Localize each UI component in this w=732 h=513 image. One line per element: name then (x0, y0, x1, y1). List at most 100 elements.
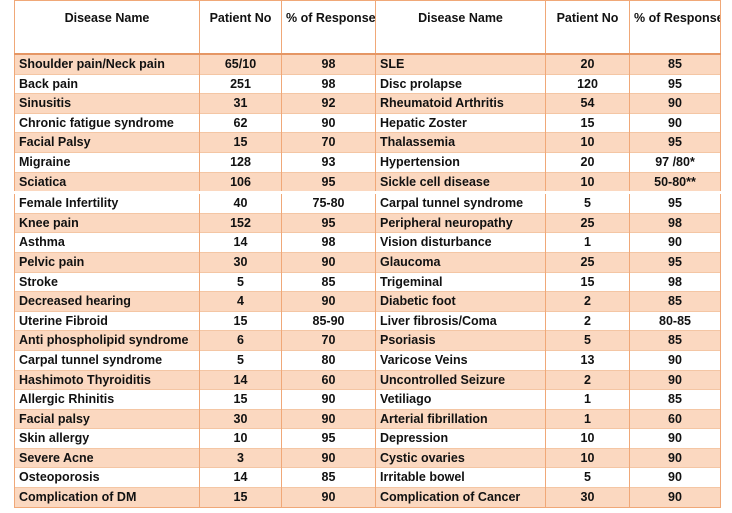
table-row: Anti phospholipid syndrome 6 70 Psoriasis 5 8… (14, 330, 721, 351)
response-right-cell: 60 (629, 408, 721, 429)
patient-no-right-cell: 15 (545, 112, 630, 133)
response-right-cell: 90 (629, 467, 721, 488)
patient-no-left-cell: 15 (199, 389, 282, 410)
disease-name-right-cell: Sickle cell disease (375, 171, 546, 193)
disease-name-left-cell: Shoulder pain/Neck pain (14, 52, 200, 75)
response-right-cell: 98 (629, 271, 721, 292)
patient-no-left-cell: 40 (199, 191, 282, 214)
response-left-cell: 98 (281, 73, 376, 94)
disease-name-right-cell: Carpal tunnel syndrome (375, 191, 546, 214)
patient-no-left-cell: 5 (199, 271, 282, 292)
disease-name-right-cell: Disc prolapse (375, 73, 546, 94)
patient-no-left-cell: 14 (199, 232, 282, 253)
patient-no-right-cell: 54 (545, 93, 630, 114)
response-right-cell: 85 (629, 330, 721, 351)
disease-name-right-cell: Uncontrolled Seizure (375, 369, 546, 390)
response-right-cell: 85 (629, 52, 721, 75)
disease-name-left-cell: Migraine (14, 151, 200, 173)
disease-name-left-cell: Asthma (14, 232, 200, 253)
table-row: Sinusitis 31 92 Rheumatoid Arthritis 54 90 (14, 93, 721, 114)
response-left-cell: 60 (281, 369, 376, 390)
disease-name-right-cell: Trigeminal (375, 271, 546, 292)
header-patient-no-right: Patient No (545, 0, 630, 55)
table-row: Hashimoto Thyroiditis 14 60 Uncontrolled Se… (14, 369, 721, 390)
disease-name-left-cell: Female Infertility (14, 191, 200, 214)
disease-name-left-cell: Anti phospholipid syndrome (14, 330, 200, 351)
patient-no-left-cell: 30 (199, 408, 282, 429)
response-table-container: Disease Name Patient No % of Response Di… (14, 0, 721, 511)
patient-no-right-cell: 2 (545, 310, 630, 331)
response-right-cell: 50-80** (629, 171, 721, 193)
disease-name-left-cell: Stroke (14, 271, 200, 292)
patient-no-left-cell: 4 (199, 291, 282, 312)
table-row: Chronic fatigue syndrome 62 90 Hepatic Zost… (14, 112, 721, 133)
disease-name-right-cell: Irritable bowel (375, 467, 546, 488)
response-left-cell: 90 (281, 389, 376, 410)
response-right-cell: 80-85 (629, 310, 721, 331)
table-row: Female Infertility 40 75-80 Carpal tunnel s… (14, 191, 721, 214)
patient-no-left-cell: 128 (199, 151, 282, 173)
patient-no-left-cell: 251 (199, 73, 282, 94)
header-patient-no-left: Patient No (199, 0, 282, 55)
disease-name-left-cell: Knee pain (14, 212, 200, 233)
disease-name-right-cell: Rheumatoid Arthritis (375, 93, 546, 114)
table-row: Back pain 251 98 Disc prolapse 120 95 (14, 73, 721, 94)
response-left-cell: 80 (281, 349, 376, 370)
patient-no-right-cell: 20 (545, 151, 630, 173)
patient-no-left-cell: 3 (199, 447, 282, 468)
disease-name-right-cell: Depression (375, 428, 546, 449)
response-right-cell: 90 (629, 349, 721, 370)
response-left-cell: 90 (281, 487, 376, 508)
response-right-cell: 90 (629, 428, 721, 449)
table-row: Facial Palsy 15 70 Thalassemia 10 95 (14, 132, 721, 153)
response-left-cell: 75-80 (281, 191, 376, 214)
table-row: Migraine 128 93 Hypertension 20 97 /80* (14, 151, 721, 173)
response-right-cell: 97 /80* (629, 151, 721, 173)
patient-no-right-cell: 2 (545, 369, 630, 390)
disease-name-right-cell: Diabetic foot (375, 291, 546, 312)
response-right-cell: 95 (629, 251, 721, 273)
response-left-cell: 98 (281, 232, 376, 253)
response-right-cell: 95 (629, 191, 721, 214)
patient-no-right-cell: 1 (545, 408, 630, 429)
table-row: Decreased hearing 4 90 Diabetic foot 2 85 (14, 291, 721, 312)
response-right-cell: 90 (629, 93, 721, 114)
patient-no-left-cell: 5 (199, 349, 282, 370)
table-row: Shoulder pain/Neck pain 65/10 98 SLE 20 85 (14, 52, 721, 75)
response-table: Disease Name Patient No % of Response Di… (14, 0, 721, 508)
response-left-cell: 70 (281, 132, 376, 153)
disease-name-right-cell: Vision disturbance (375, 232, 546, 253)
disease-name-left-cell: Hashimoto Thyroiditis (14, 369, 200, 390)
disease-name-left-cell: Uterine Fibroid (14, 310, 200, 331)
disease-name-left-cell: Carpal tunnel syndrome (14, 349, 200, 370)
patient-no-left-cell: 15 (199, 310, 282, 331)
patient-no-left-cell: 6 (199, 330, 282, 351)
disease-name-right-cell: Cystic ovaries (375, 447, 546, 468)
table-row: Pelvic pain 30 90 Glaucoma 25 95 (14, 251, 721, 273)
disease-name-left-cell: Pelvic pain (14, 251, 200, 273)
disease-name-left-cell: Chronic fatigue syndrome (14, 112, 200, 133)
patient-no-left-cell: 15 (199, 132, 282, 153)
patient-no-left-cell: 10 (199, 428, 282, 449)
disease-name-right-cell: Hepatic Zoster (375, 112, 546, 133)
table-row: Sciatica 106 95 Sickle cell disease 10 50-80*… (14, 171, 721, 193)
disease-name-right-cell: Vetiliago (375, 389, 546, 410)
table-row: Stroke 5 85 Trigeminal 15 98 (14, 271, 721, 292)
response-left-cell: 85-90 (281, 310, 376, 331)
patient-no-right-cell: 13 (545, 349, 630, 370)
patient-no-left-cell: 15 (199, 487, 282, 508)
table-row: Uterine Fibroid 15 85-90 Liver fibrosis/Com… (14, 310, 721, 331)
patient-no-left-cell: 152 (199, 212, 282, 233)
patient-no-left-cell: 31 (199, 93, 282, 114)
response-right-cell: 90 (629, 447, 721, 468)
disease-name-right-cell: Varicose Veins (375, 349, 546, 370)
table-row: Osteoporosis 14 85 Irritable bowel 5 90 (14, 467, 721, 488)
disease-name-left-cell: Facial Palsy (14, 132, 200, 153)
response-right-cell: 90 (629, 369, 721, 390)
patient-no-right-cell: 15 (545, 271, 630, 292)
disease-name-right-cell: Psoriasis (375, 330, 546, 351)
disease-name-left-cell: Sinusitis (14, 93, 200, 114)
table-row: Skin allergy 10 95 Depression 10 90 (14, 428, 721, 449)
disease-name-left-cell: Back pain (14, 73, 200, 94)
disease-name-right-cell: Arterial fibrillation (375, 408, 546, 429)
